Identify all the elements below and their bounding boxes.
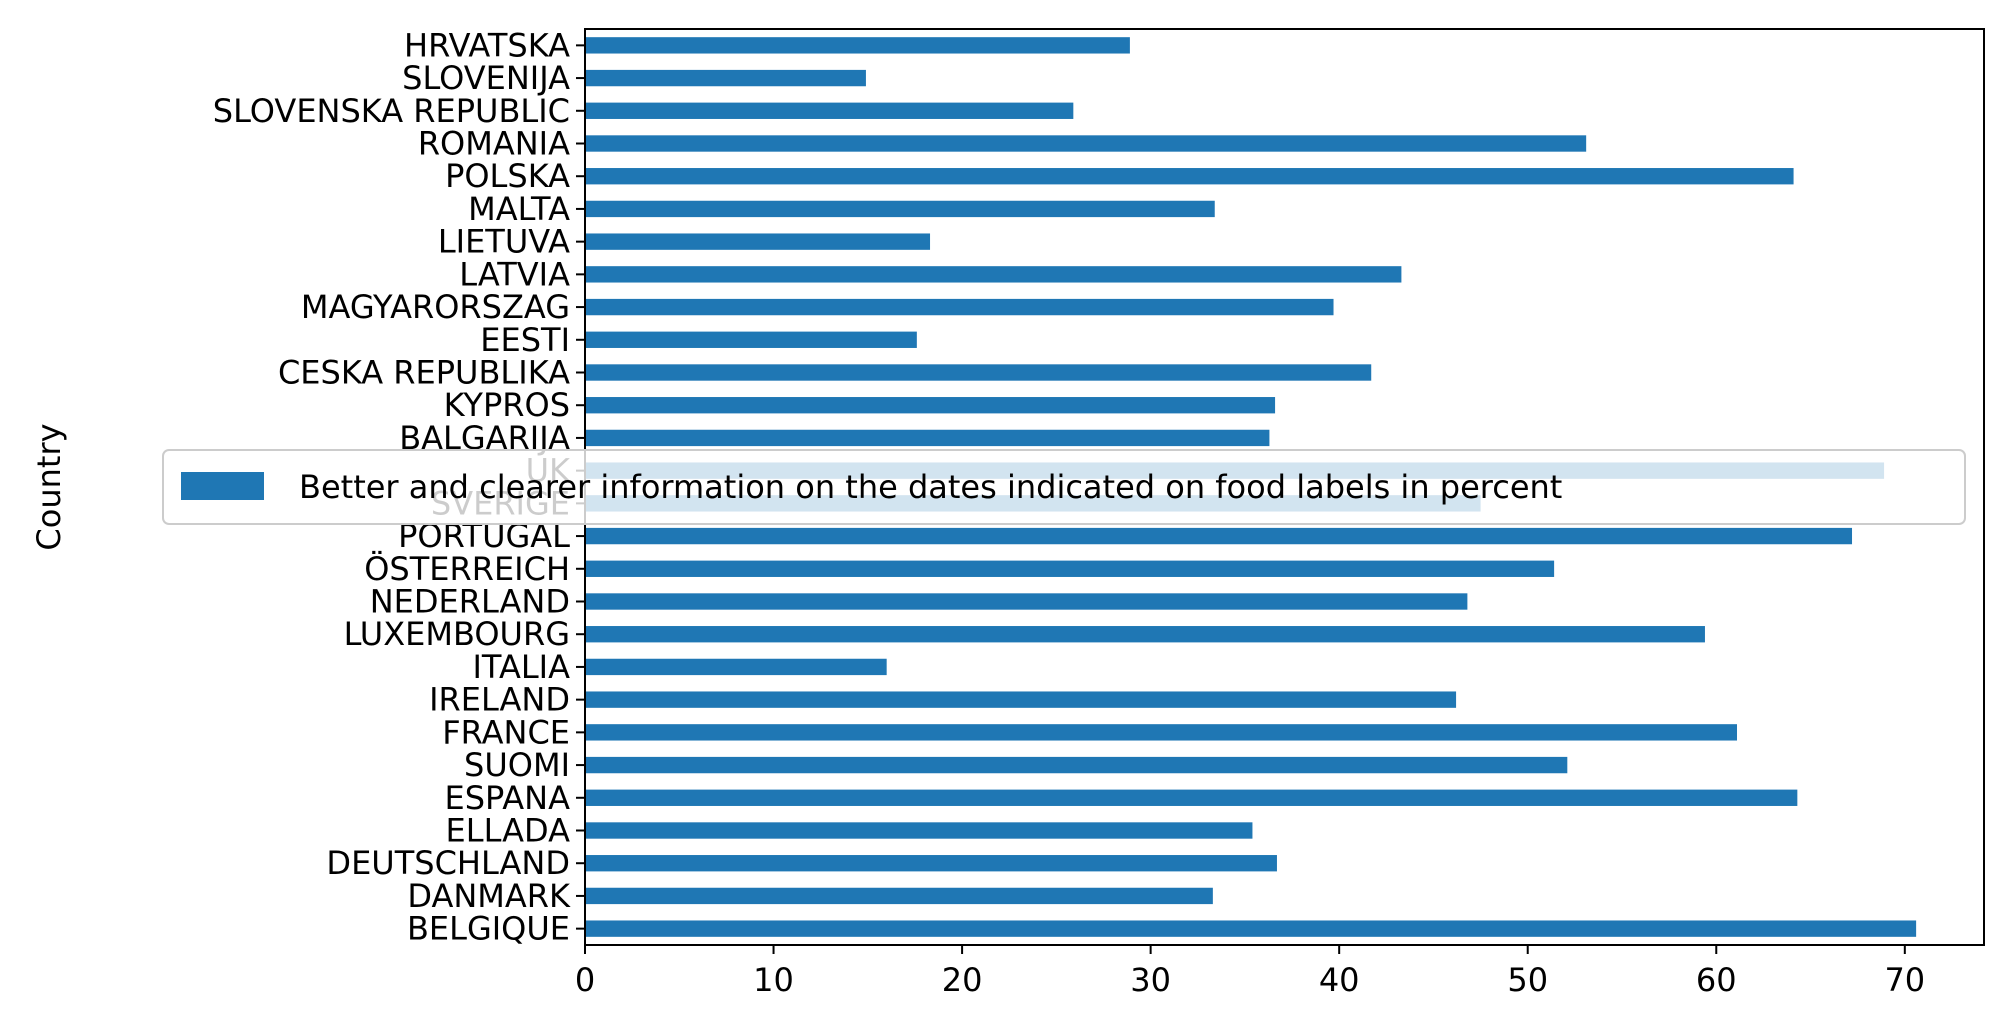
- bar: [585, 135, 1587, 152]
- y-tick-label: ITALIA: [472, 648, 570, 686]
- y-tick-label: MAGYARORSZAG: [301, 288, 570, 326]
- bar: [585, 822, 1253, 839]
- y-tick-label: LIETUVA: [438, 223, 570, 261]
- y-axis: BELGIQUEDANMARKDEUTSCHLANDELLADAESPANASU…: [213, 26, 585, 948]
- y-tick-label: SLOVENSKA REPUBLIC: [213, 92, 570, 130]
- x-tick-label: 60: [1696, 961, 1737, 999]
- bar: [585, 789, 1798, 806]
- x-tick-label: 10: [753, 961, 794, 999]
- y-axis-title: Country: [30, 423, 68, 550]
- y-tick-label: POLSKA: [445, 157, 570, 195]
- bar: [585, 626, 1705, 643]
- bar: [585, 69, 866, 87]
- bar: [585, 920, 1917, 937]
- legend-label: Better and clearer information on the da…: [299, 468, 1562, 506]
- y-tick-label: ROMANIA: [418, 125, 570, 163]
- y-tick-label: LATVIA: [459, 255, 570, 293]
- bar: [585, 887, 1213, 905]
- legend: Better and clearer information on the da…: [162, 449, 1966, 525]
- bar: [585, 691, 1457, 708]
- y-tick-label: EESTI: [480, 321, 570, 359]
- bar: [585, 527, 1853, 545]
- y-tick-label: LUXEMBOURG: [344, 615, 570, 653]
- y-tick-label: DEUTSCHLAND: [326, 844, 570, 882]
- bar: [585, 593, 1468, 610]
- bar: [585, 658, 887, 676]
- bars-group: [585, 37, 1917, 937]
- bar: [585, 233, 931, 250]
- x-tick-label: 50: [1507, 961, 1548, 999]
- y-tick-label: ESPANA: [445, 779, 571, 817]
- y-tick-label: SLOVENIJA: [402, 59, 570, 97]
- bar: [585, 331, 917, 348]
- bar: [585, 37, 1130, 54]
- bar: [585, 200, 1215, 218]
- bar: [585, 298, 1334, 316]
- x-tick-label: 20: [942, 961, 983, 999]
- y-tick-label: BELGIQUE: [407, 910, 570, 948]
- y-tick-label: ELLADA: [446, 812, 571, 850]
- y-tick-label: NEDERLAND: [370, 583, 570, 621]
- y-tick-label: HRVATSKA: [404, 26, 570, 64]
- y-tick-label: DANMARK: [407, 877, 571, 915]
- x-tick-label: 30: [1130, 961, 1171, 999]
- x-axis: 0 10 20 30 40 50 60 70: [575, 945, 1925, 999]
- bar: [585, 756, 1568, 774]
- bar: [585, 724, 1738, 741]
- y-tick-label: CESKA REPUBLIKA: [278, 354, 570, 392]
- x-tick-label: 40: [1319, 961, 1360, 999]
- bar: [585, 855, 1277, 872]
- bar: [585, 266, 1402, 283]
- bar: [585, 429, 1270, 447]
- x-tick-label: 0: [575, 961, 595, 999]
- y-tick-label: KYPROS: [444, 386, 570, 424]
- bar: [585, 168, 1794, 185]
- bar: [585, 560, 1555, 577]
- bar: [585, 364, 1372, 381]
- y-tick-label: SUOMI: [464, 746, 570, 784]
- legend-swatch: [181, 472, 264, 500]
- y-tick-label: FRANCE: [442, 713, 570, 751]
- y-tick-label: IRELAND: [429, 681, 570, 719]
- x-tick-label: 70: [1884, 961, 1925, 999]
- y-tick-label: ÖSTERREICH: [364, 550, 570, 588]
- legend-box: [162, 449, 1966, 525]
- bar: [585, 102, 1074, 119]
- bar: [585, 397, 1276, 414]
- y-tick-label: MALTA: [468, 190, 570, 228]
